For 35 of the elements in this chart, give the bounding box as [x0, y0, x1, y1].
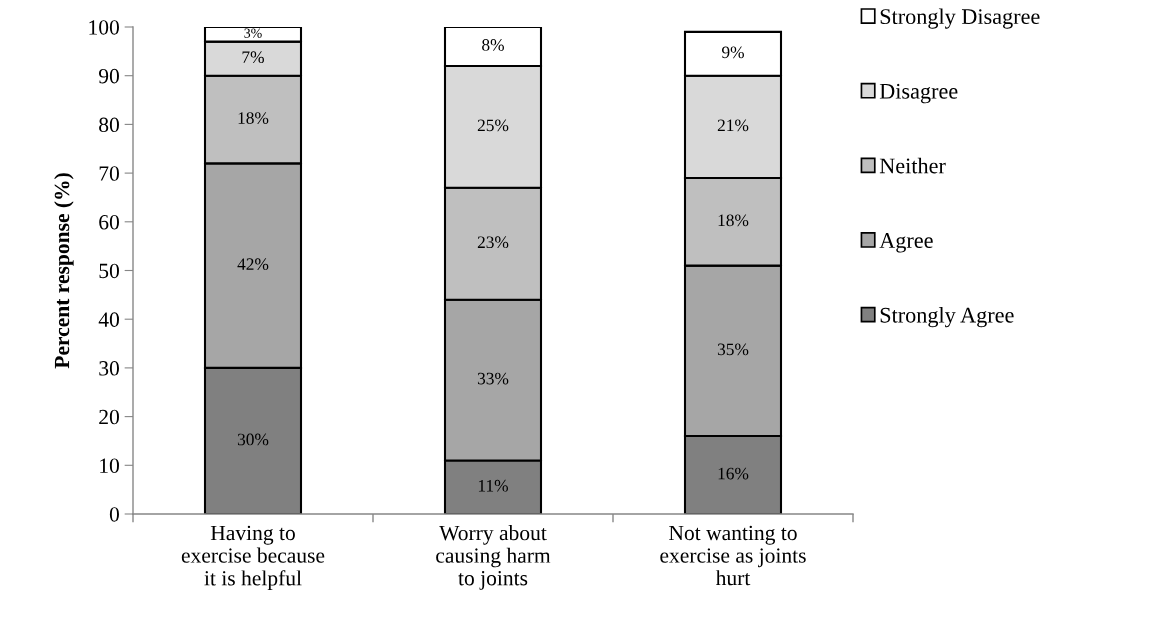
y-tick-label: 20: [99, 409, 119, 425]
y-tick-label: 10: [100, 458, 119, 473]
data-label: 7%: [242, 51, 264, 64]
y-tick-label: 100: [89, 20, 119, 35]
legend-label: Neither: [879, 157, 946, 174]
y-tick-label: 80: [99, 117, 119, 133]
data-label: 3%: [244, 28, 262, 38]
data-label: 21%: [717, 119, 749, 132]
y-tick-label: 70: [99, 166, 119, 181]
data-label: 25%: [477, 119, 509, 132]
y-tick-label: 50: [99, 263, 119, 279]
legend-label: Strongly Disagree: [880, 8, 1040, 29]
legend-label: Agree: [879, 233, 933, 253]
data-label: 9%: [721, 46, 744, 59]
data-label: 8%: [482, 39, 504, 51]
legend-label: Disagree: [879, 83, 958, 104]
y-tick-label: 30: [99, 361, 119, 376]
data-label: 33%: [477, 372, 509, 385]
data-label: 18%: [238, 112, 269, 124]
data-label: 18%: [718, 214, 749, 227]
data-label: 42%: [237, 258, 269, 271]
x-tick-label: Not wanting to exercise as joints hurt: [660, 525, 806, 586]
y-tick-label: 90: [98, 68, 119, 84]
data-label: 35%: [717, 343, 749, 356]
y-axis-title: Percent response (%): [54, 173, 74, 369]
y-tick-label: 40: [98, 312, 119, 327]
data-label: 30%: [237, 433, 269, 446]
y-tick-label: 60: [99, 214, 119, 230]
data-label: 11%: [478, 479, 508, 492]
x-tick-label: Worry about causing harm to joints: [436, 525, 551, 590]
data-label: 16%: [718, 467, 749, 480]
data-label: 23%: [477, 236, 509, 249]
y-tick-label: 0: [109, 507, 119, 522]
legend-label: Strongly Agree: [880, 307, 1014, 328]
x-tick-label: Having to exercise because it is helpful: [181, 525, 325, 590]
